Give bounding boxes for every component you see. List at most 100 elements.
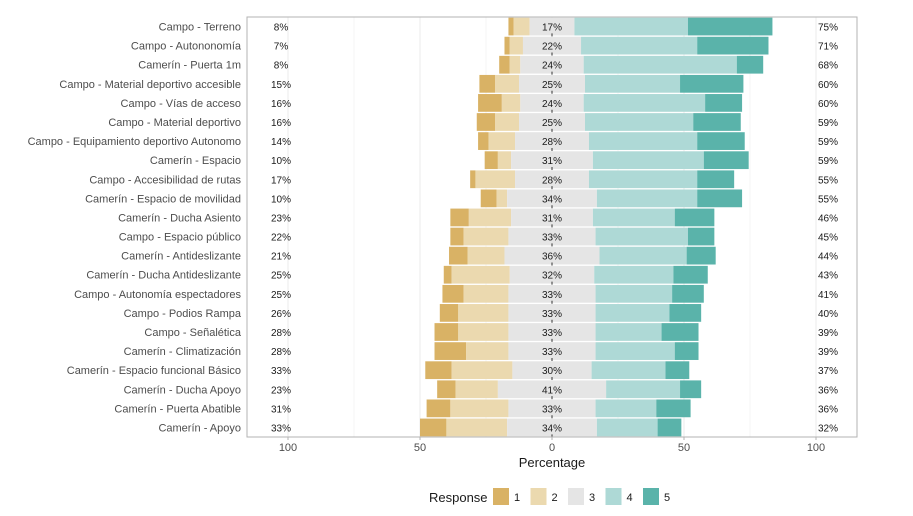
neutral-percent-label: 33%	[542, 309, 562, 320]
bar-segment-response-3	[522, 36, 582, 55]
bar-segment-response-3	[497, 380, 607, 399]
category-label: Camerín - Espacio de movilidad	[85, 193, 241, 205]
neutral-percent-label: 34%	[542, 194, 562, 205]
category-label: Camerín - Puerta Abatible	[114, 403, 241, 415]
category-label: Campo - Material deportivo	[108, 117, 241, 129]
bar-segment-response-3	[508, 304, 596, 322]
bar-segment-response-4	[581, 36, 698, 55]
bar-row	[484, 151, 749, 171]
bar-segment-response-2	[458, 323, 509, 341]
high-percent-label: 55%	[818, 175, 838, 186]
bar-segment-response-1	[434, 323, 459, 341]
bar-segment-response-1	[470, 170, 476, 189]
bar-segment-response-1	[450, 227, 464, 246]
bar-segment-response-1	[484, 151, 498, 170]
bar-segment-response-4	[606, 380, 681, 399]
bar-segment-response-3	[504, 246, 600, 265]
y-axis-labels: Campo - Terreno Campo - Autononomía Camerí…	[28, 22, 242, 435]
legend-swatch-4	[605, 488, 622, 505]
low-percent-label: 10%	[271, 156, 291, 167]
bar-segment-response-5	[657, 418, 682, 437]
low-percent-label: 10%	[271, 194, 291, 205]
bar-segment-response-5	[705, 94, 743, 112]
category-label: Camerín - Climatización	[124, 346, 241, 358]
neutral-percent-label: 41%	[542, 385, 562, 396]
bar-segment-response-2	[501, 94, 521, 112]
bar-segment-response-2	[451, 361, 513, 380]
high-percent-label: 60%	[818, 80, 838, 91]
high-percent-label: 36%	[818, 404, 838, 415]
category-label: Campo - Terreno	[159, 22, 241, 34]
category-label: Campo - Podios Rampa	[124, 308, 242, 320]
bar-segment-response-4	[592, 208, 675, 227]
bar-segment-response-1	[478, 132, 489, 150]
high-percent-label: 60%	[818, 99, 838, 110]
bar-segment-response-2	[496, 189, 508, 208]
bar-segment-response-3	[515, 132, 589, 150]
category-label: Campo - Equipamiento deportivo Autonomo	[28, 136, 241, 148]
bar-segment-response-4	[591, 361, 666, 380]
neutral-percent-label: 24%	[542, 99, 562, 110]
low-percent-label: 14%	[271, 137, 291, 148]
high-percent-label: 75%	[818, 23, 838, 34]
category-label: Campo - Accesibilidad de rutas	[89, 174, 241, 186]
high-percent-label: 59%	[818, 156, 838, 167]
category-label: Camerín - Ducha Antideslizante	[86, 270, 241, 282]
bar-segment-response-2	[475, 170, 516, 189]
bar-segment-response-1	[420, 418, 447, 437]
low-percent-label: 28%	[271, 328, 291, 339]
neutral-percent-label: 34%	[542, 423, 562, 434]
bar-segment-response-1	[476, 113, 496, 131]
low-percent-label: 26%	[271, 309, 291, 320]
bar-row	[425, 361, 690, 381]
category-label: Camerín - Espacio funcional Básico	[67, 365, 241, 377]
bar-segment-response-3	[515, 170, 589, 189]
bar-segment-response-5	[697, 170, 735, 189]
high-percent-label: 37%	[818, 366, 838, 377]
high-percent-label: 41%	[818, 290, 838, 301]
category-label: Camerín - Apoyo	[158, 422, 241, 434]
x-tick-label: 100	[279, 442, 297, 454]
low-percent-label: 16%	[271, 99, 291, 110]
bar-segment-response-4	[596, 189, 698, 208]
bar-segment-response-5	[680, 380, 702, 399]
bar-row	[434, 342, 699, 361]
low-percent-label: 7%	[274, 42, 289, 53]
neutral-percent-label: 22%	[542, 42, 562, 53]
high-percent-label: 46%	[818, 213, 838, 224]
bar-segment-response-2	[497, 151, 512, 170]
category-label: Camerín - Antideslizante	[121, 251, 241, 263]
category-label: Campo - Autononomía	[131, 41, 242, 53]
bar-segment-response-3	[508, 323, 596, 341]
high-percent-label: 36%	[818, 385, 838, 396]
bar-segment-response-4	[595, 399, 657, 418]
bar-row	[426, 399, 691, 419]
bar-segment-response-5	[736, 55, 764, 74]
bar-segment-response-5	[680, 74, 744, 93]
bar-segment-response-3	[519, 74, 585, 93]
bar-segment-response-4	[596, 418, 658, 437]
legend: Response 1 2 3 4 5	[429, 488, 670, 505]
category-label: Campo - Material deportivo accesible	[59, 79, 241, 91]
low-percent-label: 28%	[271, 347, 291, 358]
low-percent-label: 8%	[274, 61, 289, 72]
bar-segment-response-2	[451, 265, 510, 284]
x-axis-ticks: 100 50 0 50 100	[279, 437, 825, 454]
bar-segment-response-2	[458, 304, 509, 322]
bar-segment-response-3	[511, 208, 593, 227]
high-percent-label: 32%	[818, 423, 838, 434]
neutral-percent-label: 33%	[542, 347, 562, 358]
high-percent-label: 45%	[818, 233, 838, 244]
bars	[420, 17, 773, 438]
bar-segment-response-3	[509, 265, 595, 284]
bar-segment-response-1	[478, 94, 502, 112]
bar-row	[478, 94, 743, 113]
bar-segment-response-5	[697, 36, 769, 55]
bar-segment-response-2	[488, 132, 516, 150]
bar-segment-response-3	[508, 284, 596, 303]
neutral-percent-label: 33%	[542, 404, 562, 415]
bar-segment-response-1	[439, 304, 459, 322]
bar-segment-response-5	[687, 17, 773, 36]
high-percent-label: 59%	[818, 118, 838, 129]
bar-segment-response-4	[588, 132, 698, 150]
